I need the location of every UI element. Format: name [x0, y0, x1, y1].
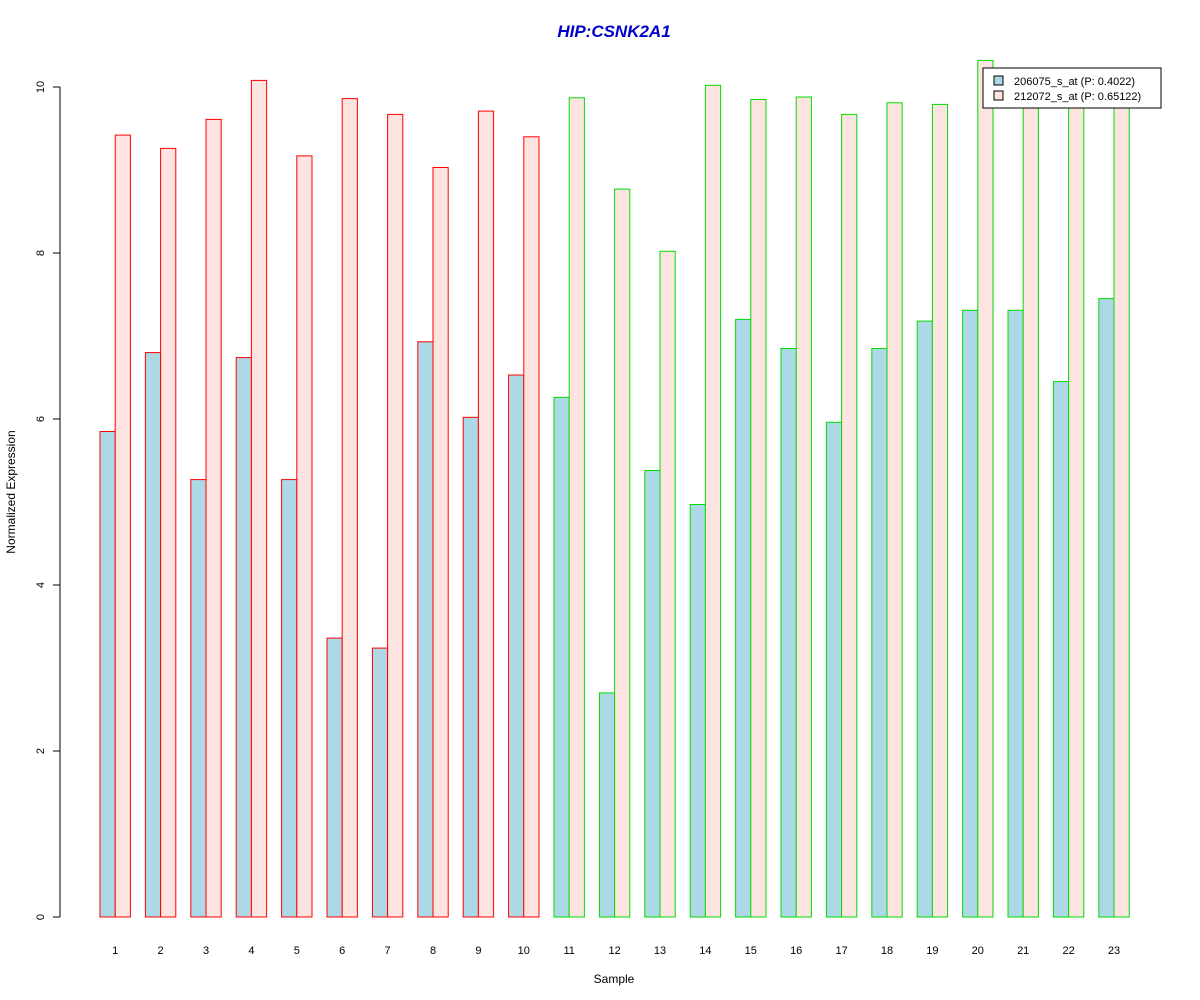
- bar-s2-sample-3: [205, 118, 222, 918]
- bar-s2-sample-2: [160, 147, 177, 918]
- legend-box: [982, 67, 1162, 109]
- bar-s2-sample-7: [387, 113, 404, 918]
- bar-s1-sample-9: [462, 416, 479, 918]
- bar-s1-sample-7: [371, 647, 389, 918]
- bars-layer: [99, 59, 1130, 918]
- y-tick-label: 10: [35, 81, 47, 93]
- bar-s2-sample-5: [296, 155, 313, 918]
- bar-s2-sample-22: [1068, 103, 1085, 918]
- bar-s1-sample-23: [1098, 298, 1115, 918]
- x-tick-label: 7: [385, 945, 391, 957]
- bar-s2-sample-6: [341, 98, 358, 918]
- legend-swatch: [993, 90, 1004, 101]
- bar-s1-sample-21: [1007, 309, 1024, 918]
- bar-s1-sample-14: [689, 504, 706, 918]
- x-tick-label: 2: [158, 945, 164, 957]
- y-tick-label: 8: [35, 250, 47, 256]
- x-tick-label: 19: [926, 945, 938, 957]
- bar-s1-sample-10: [508, 374, 525, 918]
- bar-s2-sample-19: [931, 103, 949, 918]
- bar-s1-sample-2: [144, 352, 162, 918]
- bar-s1-sample-18: [871, 348, 888, 918]
- legend-label: 212072_s_at (P: 0.65122): [1014, 91, 1141, 103]
- x-tick-label: 21: [1017, 945, 1029, 957]
- x-tick-label: 1: [112, 945, 118, 957]
- x-tick-label: 20: [972, 945, 984, 957]
- x-tick-label: 4: [248, 945, 254, 957]
- x-tick-label: 6: [339, 945, 345, 957]
- legend-label: 206075_s_at (P: 0.4022): [1014, 76, 1135, 88]
- bar-s2-sample-11: [568, 97, 585, 918]
- x-tick-label: 22: [1062, 945, 1074, 957]
- x-tick-label: 15: [745, 945, 757, 957]
- legend: 206075_s_at (P: 0.4022) 212072_s_at (P: 0…: [982, 67, 1162, 109]
- bar-s2-sample-18: [886, 102, 903, 918]
- bar-s1-sample-11: [553, 396, 570, 918]
- x-tick-label: 5: [294, 945, 300, 957]
- bar-s1-sample-3: [190, 479, 207, 918]
- y-tick-label: 0: [35, 914, 47, 920]
- x-axis: 1 2 3 4 5 6 7 8 9 10 11 12 13 14 15 16 17 18 19 20 21 22 23: [112, 945, 1120, 957]
- bar-s1-sample-5: [281, 479, 298, 918]
- bar-s2-sample-9: [477, 110, 495, 918]
- bar-s1-sample-13: [644, 470, 661, 918]
- y-tick-label: 6: [35, 416, 47, 422]
- x-tick-label: 23: [1108, 945, 1120, 957]
- x-tick-label: 16: [790, 945, 802, 957]
- y-tick-label: 4: [35, 582, 47, 588]
- chart-title: HIP:CSNK2A1: [557, 22, 670, 41]
- bar-s2-sample-15: [750, 99, 767, 918]
- bar-s2-sample-1: [114, 134, 131, 918]
- bar-s1-sample-12: [598, 692, 616, 918]
- x-tick-label: 12: [608, 945, 620, 957]
- x-tick-label: 11: [563, 945, 574, 957]
- bar-s2-sample-4: [250, 79, 268, 918]
- bar-s2-sample-21: [1022, 102, 1039, 918]
- bar-s1-sample-17: [825, 421, 843, 918]
- x-tick-label: 18: [881, 945, 893, 957]
- x-tick-label: 8: [430, 945, 436, 957]
- bar-s1-sample-4: [235, 357, 252, 918]
- x-tick-label: 10: [518, 945, 530, 957]
- bar-s1-sample-16: [780, 348, 797, 918]
- bar-s1-sample-6: [326, 637, 343, 918]
- bar-s2-sample-14: [704, 84, 722, 918]
- bar-s1-sample-1: [99, 431, 116, 918]
- legend-swatch: [993, 75, 1004, 86]
- y-tick-label: 2: [35, 748, 47, 754]
- bar-s1-sample-19: [916, 320, 933, 918]
- x-tick-label: 3: [203, 945, 209, 957]
- bar-s2-sample-23: [1113, 96, 1130, 918]
- bar-s2-sample-12: [614, 188, 631, 918]
- x-tick-label: 13: [654, 945, 666, 957]
- bar-s1-sample-20: [962, 309, 979, 918]
- x-tick-label: 17: [835, 945, 847, 957]
- bar-s1-sample-8: [417, 341, 434, 918]
- bar-s1-sample-15: [735, 318, 752, 918]
- x-tick-label: 14: [699, 945, 711, 957]
- bar-s2-sample-16: [795, 96, 812, 918]
- bar-s2-sample-20: [977, 59, 994, 918]
- x-axis-label: Sample: [594, 972, 635, 986]
- bar-s2-sample-8: [432, 167, 449, 918]
- bar-s2-sample-10: [523, 136, 540, 918]
- y-axis: 0 2 4 6 8 10: [35, 81, 61, 920]
- bar-s1-sample-22: [1052, 381, 1070, 918]
- bar-s2-sample-17: [841, 113, 858, 918]
- x-tick-label: 9: [475, 945, 481, 957]
- bar-s2-sample-13: [659, 250, 676, 918]
- y-axis-label: Normalized Expression: [4, 430, 18, 553]
